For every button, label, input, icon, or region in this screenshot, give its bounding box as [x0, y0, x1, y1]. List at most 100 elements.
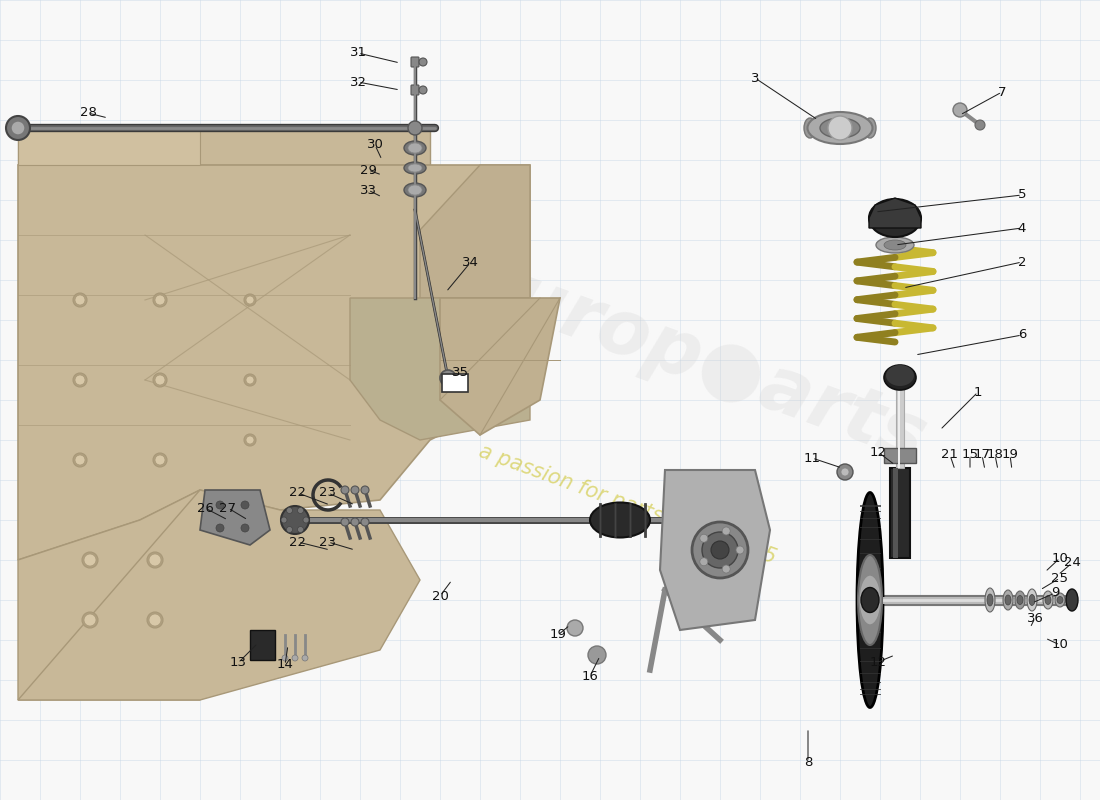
Ellipse shape: [807, 112, 872, 144]
Ellipse shape: [861, 587, 879, 613]
Circle shape: [736, 546, 744, 554]
Ellipse shape: [1003, 590, 1013, 610]
Text: 30: 30: [366, 138, 384, 151]
Text: 19: 19: [1002, 449, 1019, 462]
Text: 26: 26: [197, 502, 213, 514]
Ellipse shape: [1055, 593, 1065, 607]
Ellipse shape: [869, 199, 921, 237]
Ellipse shape: [987, 594, 993, 606]
Circle shape: [700, 534, 707, 542]
Bar: [614, 503, 616, 537]
Circle shape: [216, 524, 224, 532]
Circle shape: [84, 614, 96, 626]
Bar: [896, 380, 904, 468]
Ellipse shape: [404, 141, 426, 155]
Ellipse shape: [404, 162, 426, 174]
Circle shape: [148, 614, 161, 626]
Ellipse shape: [858, 555, 882, 645]
Text: 31: 31: [350, 46, 366, 59]
Circle shape: [408, 121, 422, 135]
Text: 13: 13: [230, 657, 246, 670]
Text: europ●arts: europ●arts: [451, 242, 935, 478]
Ellipse shape: [886, 365, 914, 386]
Text: 7: 7: [998, 86, 1006, 98]
Text: 22: 22: [289, 535, 307, 549]
Circle shape: [216, 501, 224, 509]
Circle shape: [361, 518, 368, 526]
Text: 6: 6: [1018, 329, 1026, 342]
Circle shape: [297, 507, 304, 514]
Polygon shape: [250, 630, 275, 660]
Circle shape: [82, 552, 98, 568]
Polygon shape: [18, 165, 530, 560]
Bar: [884, 448, 916, 463]
Circle shape: [73, 373, 87, 387]
Circle shape: [153, 453, 167, 467]
Text: 10: 10: [1052, 551, 1068, 565]
Circle shape: [153, 373, 167, 387]
Circle shape: [148, 554, 161, 566]
Text: 24: 24: [1064, 557, 1080, 570]
Ellipse shape: [408, 143, 422, 153]
FancyBboxPatch shape: [442, 374, 468, 392]
Circle shape: [588, 646, 606, 664]
Text: 23: 23: [319, 535, 337, 549]
Text: 9: 9: [1050, 586, 1059, 599]
Polygon shape: [18, 490, 420, 700]
Circle shape: [244, 294, 256, 306]
Circle shape: [842, 468, 849, 476]
Polygon shape: [18, 128, 200, 165]
Circle shape: [155, 455, 165, 465]
Ellipse shape: [884, 240, 906, 250]
Circle shape: [280, 517, 287, 523]
Circle shape: [351, 486, 359, 494]
Circle shape: [82, 612, 98, 628]
Circle shape: [73, 453, 87, 467]
Text: 15: 15: [961, 449, 979, 462]
Ellipse shape: [857, 493, 883, 707]
Circle shape: [282, 655, 288, 661]
Circle shape: [700, 558, 707, 566]
Polygon shape: [200, 490, 270, 545]
Ellipse shape: [404, 183, 426, 197]
Ellipse shape: [280, 506, 309, 534]
Circle shape: [302, 655, 308, 661]
Text: 17: 17: [974, 449, 990, 462]
Circle shape: [419, 86, 427, 94]
Ellipse shape: [804, 118, 816, 138]
Ellipse shape: [408, 185, 422, 195]
Circle shape: [73, 293, 87, 307]
Circle shape: [241, 524, 249, 532]
Circle shape: [828, 116, 852, 140]
Circle shape: [6, 116, 30, 140]
Ellipse shape: [884, 365, 916, 390]
Ellipse shape: [1015, 591, 1025, 609]
Circle shape: [286, 526, 293, 533]
Text: 3: 3: [750, 71, 759, 85]
Ellipse shape: [864, 118, 876, 138]
Circle shape: [75, 295, 85, 305]
Text: 18: 18: [987, 449, 1003, 462]
Circle shape: [837, 464, 852, 480]
Ellipse shape: [1005, 595, 1011, 605]
Bar: [890, 468, 910, 558]
Circle shape: [953, 103, 967, 117]
Ellipse shape: [820, 118, 860, 138]
Ellipse shape: [1045, 595, 1050, 605]
Circle shape: [155, 375, 165, 385]
Circle shape: [302, 517, 309, 523]
Circle shape: [147, 612, 163, 628]
Ellipse shape: [1027, 589, 1037, 611]
Text: 4: 4: [1018, 222, 1026, 234]
Bar: [600, 503, 601, 537]
FancyBboxPatch shape: [411, 57, 419, 67]
Text: 12: 12: [869, 655, 887, 669]
Circle shape: [419, 58, 427, 66]
Polygon shape: [420, 165, 530, 298]
Text: 36: 36: [1026, 611, 1044, 625]
Polygon shape: [660, 470, 770, 630]
Ellipse shape: [408, 164, 422, 172]
Circle shape: [84, 554, 96, 566]
Circle shape: [341, 518, 349, 526]
Ellipse shape: [1043, 591, 1053, 609]
